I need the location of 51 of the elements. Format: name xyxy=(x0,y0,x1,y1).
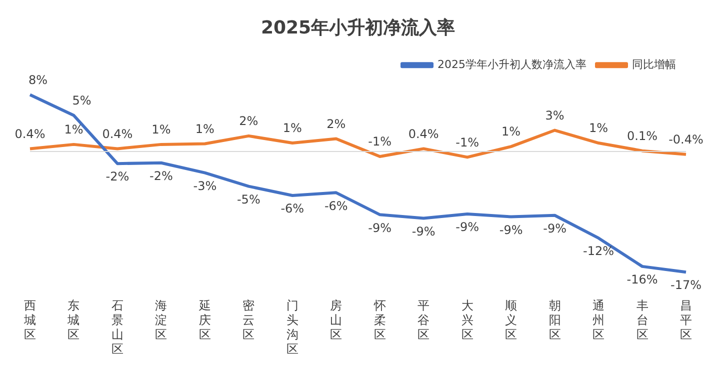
data-label: -3% xyxy=(193,178,217,193)
legend-label: 同比增幅 xyxy=(632,58,676,71)
data-label: -1% xyxy=(368,134,392,149)
data-label: -17% xyxy=(670,278,702,292)
data-label: 0.4% xyxy=(408,126,439,141)
x-tick-label: 昌平区 xyxy=(680,298,692,342)
data-label: -1% xyxy=(456,135,480,150)
data-label: -6% xyxy=(324,198,348,213)
x-tick-label: 平谷区 xyxy=(418,298,430,342)
data-label: -2% xyxy=(150,169,173,184)
x-tick-label: 西城区 xyxy=(23,298,36,342)
data-label: 0.1% xyxy=(627,128,658,143)
x-tick-label: 海淀区 xyxy=(155,298,168,342)
x-tick-label: 密云区 xyxy=(242,298,255,342)
data-label: -6% xyxy=(280,202,304,216)
x-tick-label: 丰台区 xyxy=(636,298,648,342)
data-label: 1% xyxy=(152,122,171,137)
data-label: -0.4% xyxy=(668,132,704,146)
data-label: 0.4% xyxy=(102,126,133,141)
x-tick-label: 大兴区 xyxy=(461,298,474,342)
x-tick-label: 通州区 xyxy=(592,298,605,342)
data-label: 2% xyxy=(326,116,346,131)
x-tick-label: 怀柔区 xyxy=(372,298,386,342)
data-label: -5% xyxy=(236,192,260,206)
data-label: 8% xyxy=(28,72,48,87)
data-label: -9% xyxy=(456,220,480,234)
data-label: 2% xyxy=(239,114,258,128)
data-label: -2% xyxy=(106,170,130,184)
data-label: 1% xyxy=(502,124,521,139)
data-label: 0.4% xyxy=(14,126,46,141)
data-label: 5% xyxy=(72,93,92,108)
legend-label: 2025学年小升初人数净流入率 xyxy=(438,58,587,71)
data-label: -12% xyxy=(583,244,614,258)
data-label: -9% xyxy=(543,222,566,236)
data-label: 1% xyxy=(64,122,84,137)
data-label: 1% xyxy=(589,121,608,136)
data-label: 3% xyxy=(545,108,564,122)
x-tick-label: 东城区 xyxy=(66,298,80,342)
chart-title: 2025年小升初净流入率 xyxy=(260,17,456,38)
data-label: 1% xyxy=(282,121,302,136)
data-label: -9% xyxy=(368,220,392,235)
x-tick-label: 朝阳区 xyxy=(548,298,561,342)
x-tick-label: 延庆区 xyxy=(198,298,211,342)
x-tick-label: 房山区 xyxy=(330,298,342,342)
data-label: -9% xyxy=(412,224,436,238)
data-label: -9% xyxy=(499,222,523,237)
data-label: 1% xyxy=(195,122,214,136)
x-tick-label: 顺义区 xyxy=(505,298,518,342)
x-tick-label: 门头沟区 xyxy=(286,298,298,356)
x-tick-label: 石景山区 xyxy=(111,298,124,356)
data-label: -16% xyxy=(626,272,658,287)
